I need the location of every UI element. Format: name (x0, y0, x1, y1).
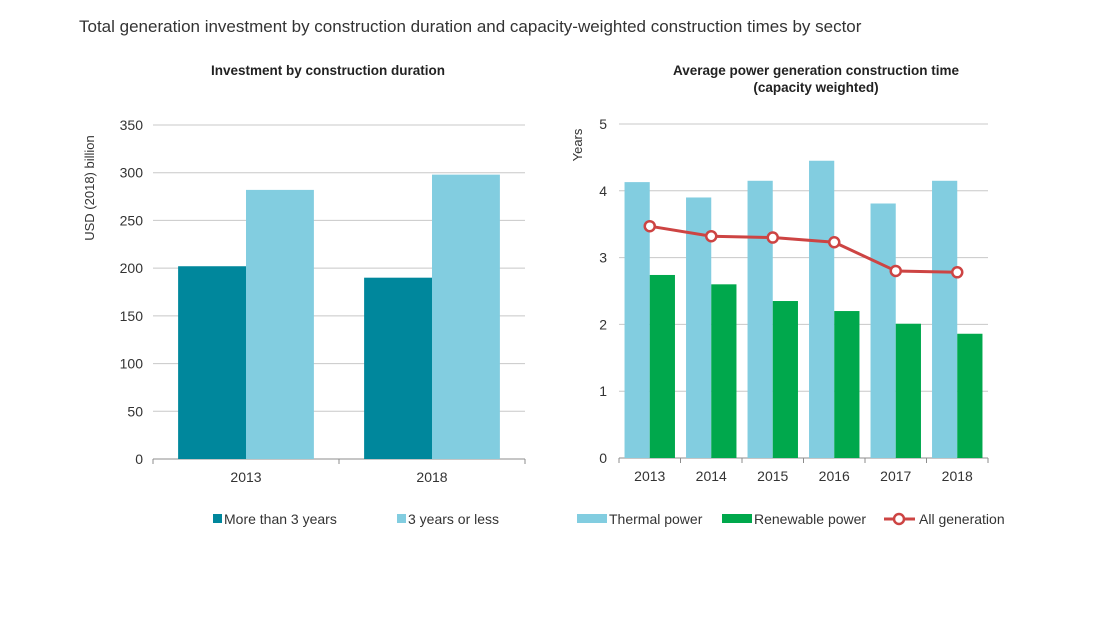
legend-swatch-more-than-3-years (213, 514, 222, 523)
legend-label-more-than-3-years: More than 3 years (224, 511, 337, 527)
y-tick-label: 100 (120, 356, 144, 372)
legend-label-thermal-power: Thermal power (609, 511, 703, 527)
y-tick-label: 1 (599, 383, 607, 399)
right-legend: Thermal power Renewable power All genera… (577, 511, 1005, 527)
y-tick-label: 2 (599, 316, 607, 332)
legend-marker-all-generation (892, 512, 906, 526)
legend-label-all-generation: All generation (919, 511, 1005, 527)
figure-title: Total generation investment by construct… (79, 17, 862, 36)
y-tick-label: 200 (120, 260, 144, 276)
y-tick-label: 0 (135, 451, 143, 467)
x-tick-label: 2017 (880, 468, 911, 484)
bar-renewable-power-2016 (834, 311, 860, 458)
line-all-generation (649, 224, 958, 274)
y-tick-label: 250 (120, 212, 144, 228)
bar-renewable-power-2013 (649, 274, 675, 458)
bar-thermal-power-2016 (809, 160, 835, 459)
x-tick-label: 2015 (757, 468, 788, 484)
legend-label-renewable-power: Renewable power (754, 511, 866, 527)
legend-swatch-renewable-power (722, 514, 752, 523)
right-chart-title-line2: (capacity weighted) (753, 80, 878, 95)
left-legend: More than 3 years 3 years or less (213, 511, 499, 527)
bar-renewable-power-2017 (895, 323, 921, 458)
y-tick-label: 50 (127, 403, 143, 419)
x-tick-label: 2013 (634, 468, 665, 484)
point-all-generation-2016 (828, 235, 841, 249)
bar-3-years-or-less-2013 (246, 189, 314, 460)
investment-chart: Investment by construction duration USD … (82, 63, 526, 485)
x-tick-label: 2016 (819, 468, 850, 484)
point-all-generation-2015 (766, 231, 779, 244)
x-tick-label: 2018 (416, 469, 447, 485)
y-tick-label: 4 (599, 183, 607, 199)
left-chart-title: Investment by construction duration (211, 63, 445, 78)
point-all-generation-2018 (951, 266, 964, 279)
point-all-generation-2014 (705, 229, 718, 243)
y-tick-label: 150 (120, 308, 144, 324)
y-tick-label: 0 (599, 450, 607, 466)
point-all-generation-2017 (889, 264, 902, 278)
bar-thermal-power-2015 (747, 180, 773, 458)
legend-swatch-3-years-or-less (397, 514, 406, 523)
bar-3-years-or-less-2018 (432, 174, 500, 459)
y-tick-label: 5 (599, 116, 607, 132)
construction-time-chart: Average power generation construction ti… (570, 63, 989, 484)
legend-label-3-years-or-less: 3 years or less (408, 511, 499, 527)
left-y-axis-label: USD (2018) billion (82, 135, 97, 241)
y-tick-label: 350 (120, 117, 144, 133)
bar-thermal-power-2018 (932, 180, 958, 458)
x-tick-label: 2014 (696, 468, 727, 484)
bar-more-than-3-years-2013 (178, 266, 246, 459)
x-tick-label: 2018 (942, 468, 973, 484)
right-chart-title: Average power generation construction ti… (673, 63, 960, 78)
point-all-generation-2013 (643, 219, 656, 233)
bar-more-than-3-years-2018 (364, 277, 432, 459)
bar-thermal-power-2017 (870, 203, 896, 458)
legend-swatch-thermal-power (577, 514, 607, 523)
bar-renewable-power-2018 (957, 333, 983, 458)
x-tick-label: 2013 (230, 469, 261, 485)
right-y-axis-label: Years (570, 128, 585, 161)
bar-renewable-power-2014 (711, 284, 737, 458)
y-tick-label: 300 (120, 165, 144, 181)
y-tick-label: 3 (599, 250, 607, 266)
bar-renewable-power-2015 (772, 301, 798, 458)
bar-thermal-power-2014 (686, 197, 712, 459)
